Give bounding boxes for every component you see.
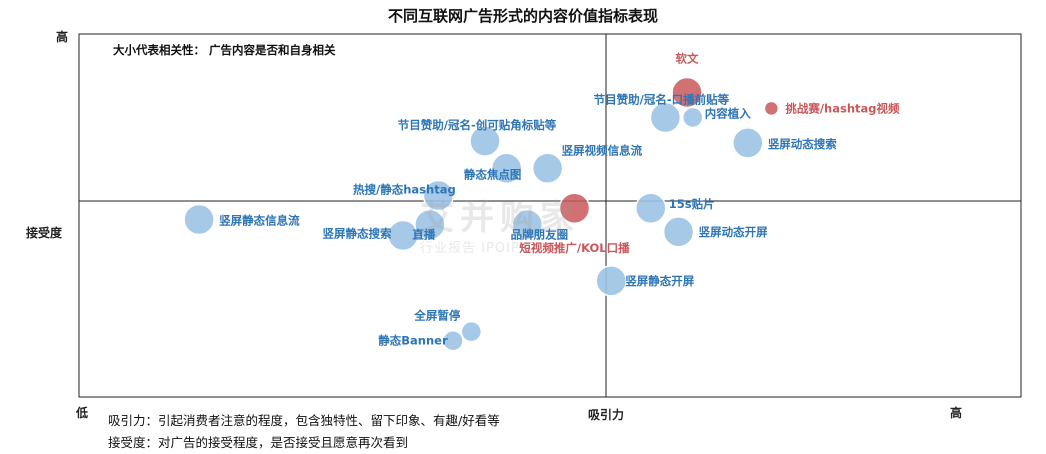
bubble-7[interactable]: [531, 152, 564, 185]
chart-title: 不同互联网广告形式的内容价值指标表现: [387, 7, 658, 25]
bubble-label-16: 竖屏静态开屏: [625, 274, 694, 288]
bubble-label-9: 竖屏静态信息流: [219, 213, 300, 227]
bubble-0[interactable]: [671, 76, 703, 109]
bubble-6[interactable]: [490, 152, 523, 185]
bubble-11[interactable]: [414, 208, 446, 241]
y-axis-high-label: 高: [56, 30, 69, 44]
x-axis-high-label: 高: [950, 406, 963, 420]
bubble-4[interactable]: [732, 127, 764, 159]
bubble-13[interactable]: [558, 192, 591, 224]
bubble-16[interactable]: [595, 265, 627, 297]
definition-acceptance: 接受度：对广告的接受程度，是否接受且愿意再次看到: [108, 435, 409, 450]
bubble-label-1: 挑战赛/hashtag视频: [785, 101, 900, 115]
bubble-10[interactable]: [387, 219, 419, 252]
definition-attraction: 吸引力：引起消费者注意的程度，包含独特性、留下印象、有趣/好看等: [108, 413, 500, 428]
bubble-label-17: 全屏暂停: [413, 309, 460, 323]
bubble-14[interactable]: [635, 192, 667, 224]
x-axis-label: 吸引力: [588, 408, 625, 422]
bubble-17[interactable]: [460, 320, 483, 343]
bubble-label-15: 竖屏动态开屏: [699, 225, 768, 239]
size-note: 大小代表相关性： 广告内容是否和自身相关: [113, 43, 336, 57]
bubble-18[interactable]: [442, 329, 464, 352]
bubble-label-6: 静态焦点图: [464, 167, 522, 181]
bubble-5[interactable]: [469, 125, 501, 157]
bubble-9[interactable]: [183, 203, 215, 236]
bubble-label-8: 热搜/静态hashtag: [353, 183, 456, 197]
bubble-3[interactable]: [681, 106, 704, 129]
bubble-label-11: 直播: [412, 228, 435, 242]
x-axis-low-label: 低: [76, 406, 89, 420]
bubble-label-4: 竖屏动态搜索: [768, 137, 837, 151]
bubble-15[interactable]: [662, 216, 695, 248]
y-axis-label: 接受度: [26, 226, 63, 240]
bubble-label-10: 竖屏静态搜索: [323, 226, 392, 240]
bubble-label-3: 内容植入: [705, 106, 751, 120]
bubble-8[interactable]: [422, 179, 455, 212]
bubble-layer: [183, 76, 780, 352]
plot-frame: [78, 33, 1022, 398]
bubble-2[interactable]: [649, 101, 682, 134]
bubble-label-12: 品牌朋友圈: [511, 228, 569, 242]
bubble-label-14: 15s贴片: [669, 197, 715, 211]
bubble-label-7: 竖屏视频信息流: [562, 143, 643, 157]
bubble-12[interactable]: [511, 208, 544, 241]
bubble-label-18: 静态Banner: [378, 334, 448, 348]
bubble-label-2: 节目赞助/冠名-口播前贴等: [594, 92, 730, 106]
bubble-label-0: 软文: [676, 51, 699, 65]
bubble-label-13: 短视频推广/KOL口播: [519, 241, 630, 255]
bubble-1[interactable]: [763, 100, 780, 117]
bubble-label-5: 节目赞助/冠名-创可贴角标贴等: [398, 118, 557, 132]
